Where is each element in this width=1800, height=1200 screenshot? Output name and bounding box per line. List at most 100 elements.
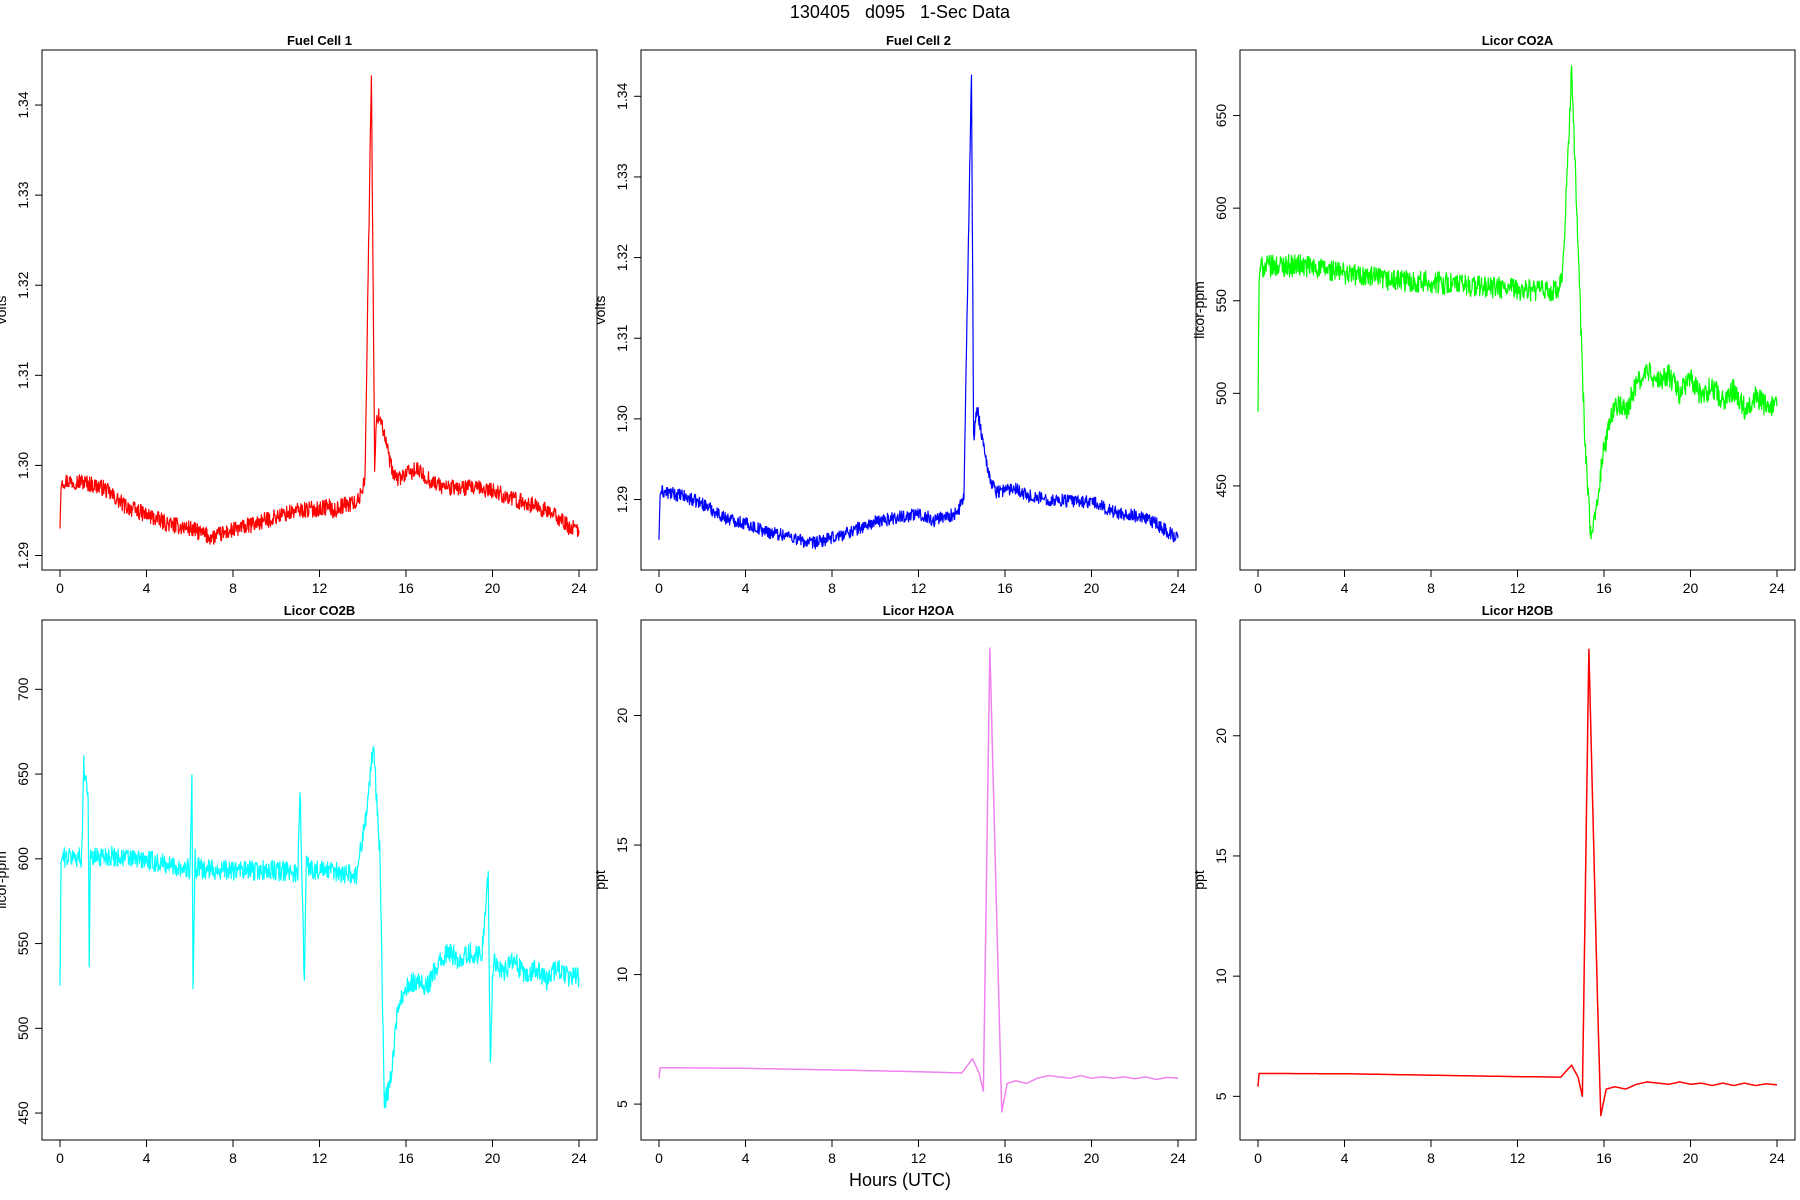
x-tick-label: 20 bbox=[485, 580, 501, 596]
x-tick-label: 24 bbox=[1769, 1150, 1785, 1166]
x-tick-label: 8 bbox=[1427, 1150, 1435, 1166]
x-tick-label: 12 bbox=[911, 580, 927, 596]
y-tick-label: 5 bbox=[1213, 1092, 1229, 1100]
y-tick-label: 600 bbox=[15, 847, 31, 871]
chart-panel-3: Licor CO2A licor-ppm 0 4 8 12 16 20 24 450 500 550 6… bbox=[1191, 33, 1796, 596]
y-tick-label: 650 bbox=[15, 762, 31, 786]
y-tick-label: 500 bbox=[15, 1016, 31, 1040]
series-line bbox=[1257, 65, 1778, 540]
x-tick-label: 24 bbox=[571, 1150, 587, 1166]
x-tick-label: 16 bbox=[1596, 1150, 1612, 1166]
y-tick-label: 15 bbox=[1213, 848, 1229, 864]
panel-title: Fuel Cell 2 bbox=[886, 33, 951, 48]
x-tick-label: 20 bbox=[1084, 580, 1100, 596]
plot-frame bbox=[640, 49, 1197, 571]
x-tick-label: 16 bbox=[1596, 580, 1612, 596]
chart-panel-4: Licor CO2B licor-ppm 0 4 8 12 16 20 24 450 500 550 6… bbox=[0, 603, 598, 1166]
chart-panel-6: Licor H2OB ppt 0 4 8 12 16 20 24 5 10 15 20 bbox=[1191, 603, 1796, 1166]
y-tick-label: 1.29 bbox=[15, 542, 31, 569]
x-tick-label: 0 bbox=[1254, 580, 1262, 596]
x-tick-label: 4 bbox=[143, 1150, 151, 1166]
panel-title: Licor H2OB bbox=[1482, 603, 1554, 618]
y-tick-label: 1.34 bbox=[15, 91, 31, 118]
x-tick-label: 16 bbox=[398, 580, 414, 596]
x-tick-label: 12 bbox=[312, 580, 328, 596]
series-line bbox=[1257, 648, 1778, 1117]
y-tick-label: 450 bbox=[15, 1101, 31, 1125]
y-tick-label: 1.30 bbox=[15, 452, 31, 479]
x-tick-label: 0 bbox=[655, 1150, 663, 1166]
x-tick-label: 8 bbox=[229, 1150, 237, 1166]
panel-title: Licor CO2B bbox=[284, 603, 356, 618]
x-tick-label: 8 bbox=[229, 580, 237, 596]
y-tick-label: 1.31 bbox=[614, 324, 630, 351]
y-tick-label: 600 bbox=[1213, 196, 1229, 220]
x-tick-label: 4 bbox=[742, 580, 750, 596]
y-axis-label: volts bbox=[0, 296, 9, 325]
x-tick-label: 0 bbox=[56, 1150, 64, 1166]
y-tick-label: 1.32 bbox=[614, 244, 630, 271]
series-line bbox=[59, 746, 580, 1109]
series-line bbox=[59, 75, 580, 545]
x-tick-label: 8 bbox=[828, 580, 836, 596]
x-tick-label: 24 bbox=[1170, 1150, 1186, 1166]
x-tick-label: 8 bbox=[1427, 580, 1435, 596]
y-tick-label: 1.31 bbox=[15, 361, 31, 388]
y-tick-label: 10 bbox=[614, 967, 630, 983]
x-tick-label: 4 bbox=[143, 580, 151, 596]
y-axis-label: ppt bbox=[592, 870, 608, 890]
chart-panel-5: Licor H2OA ppt 0 4 8 12 16 20 24 5 10 15 20 bbox=[592, 603, 1197, 1166]
x-tick-label: 4 bbox=[1341, 1150, 1349, 1166]
y-tick-label: 1.30 bbox=[614, 405, 630, 432]
x-tick-label: 24 bbox=[1769, 580, 1785, 596]
y-tick-label: 550 bbox=[1213, 289, 1229, 313]
plot-frame bbox=[41, 619, 598, 1141]
y-axis-label: licor-ppm bbox=[1191, 281, 1207, 339]
x-tick-label: 8 bbox=[828, 1150, 836, 1166]
y-axis-label: licor-ppm bbox=[0, 851, 9, 909]
x-axis-label: Hours (UTC) bbox=[849, 1170, 951, 1190]
y-axis-label: volts bbox=[592, 296, 608, 325]
x-tick-label: 20 bbox=[1084, 1150, 1100, 1166]
y-tick-label: 5 bbox=[614, 1100, 630, 1108]
panel-title: Fuel Cell 1 bbox=[287, 33, 352, 48]
y-tick-label: 20 bbox=[1213, 728, 1229, 744]
x-tick-label: 12 bbox=[1510, 580, 1526, 596]
y-tick-label: 20 bbox=[614, 707, 630, 723]
figure-title: 130405 d095 1-Sec Data bbox=[789, 2, 1011, 22]
x-tick-label: 20 bbox=[1683, 1150, 1699, 1166]
y-tick-label: 1.33 bbox=[614, 163, 630, 190]
x-tick-label: 12 bbox=[911, 1150, 927, 1166]
chart-panel-1: Fuel Cell 1 volts 0 4 8 12 16 20 24 1.29 1.30 1.31 1… bbox=[0, 33, 598, 596]
y-tick-label: 550 bbox=[15, 932, 31, 956]
x-tick-label: 16 bbox=[997, 580, 1013, 596]
y-axis-label: ppt bbox=[1191, 870, 1207, 890]
y-tick-label: 1.33 bbox=[15, 181, 31, 208]
x-tick-label: 16 bbox=[398, 1150, 414, 1166]
x-tick-label: 4 bbox=[1341, 580, 1349, 596]
x-tick-label: 12 bbox=[1510, 1150, 1526, 1166]
x-tick-label: 16 bbox=[997, 1150, 1013, 1166]
y-tick-label: 1.32 bbox=[15, 271, 31, 298]
y-tick-label: 450 bbox=[1213, 474, 1229, 498]
panel-title: Licor H2OA bbox=[883, 603, 955, 618]
x-tick-label: 12 bbox=[312, 1150, 328, 1166]
panel-title: Licor CO2A bbox=[1482, 33, 1554, 48]
x-tick-label: 0 bbox=[56, 580, 64, 596]
y-tick-label: 15 bbox=[614, 837, 630, 853]
x-tick-label: 20 bbox=[1683, 580, 1699, 596]
x-tick-label: 4 bbox=[742, 1150, 750, 1166]
y-tick-label: 1.29 bbox=[614, 486, 630, 513]
y-tick-label: 10 bbox=[1213, 968, 1229, 984]
series-line bbox=[658, 647, 1179, 1113]
plot-frame bbox=[1239, 49, 1796, 571]
x-tick-label: 0 bbox=[655, 580, 663, 596]
plot-frame bbox=[1239, 619, 1796, 1141]
y-tick-label: 1.34 bbox=[614, 82, 630, 109]
x-tick-label: 20 bbox=[485, 1150, 501, 1166]
y-tick-label: 500 bbox=[1213, 381, 1229, 405]
y-tick-label: 650 bbox=[1213, 104, 1229, 128]
x-tick-label: 24 bbox=[1170, 580, 1186, 596]
x-tick-label: 24 bbox=[571, 580, 587, 596]
